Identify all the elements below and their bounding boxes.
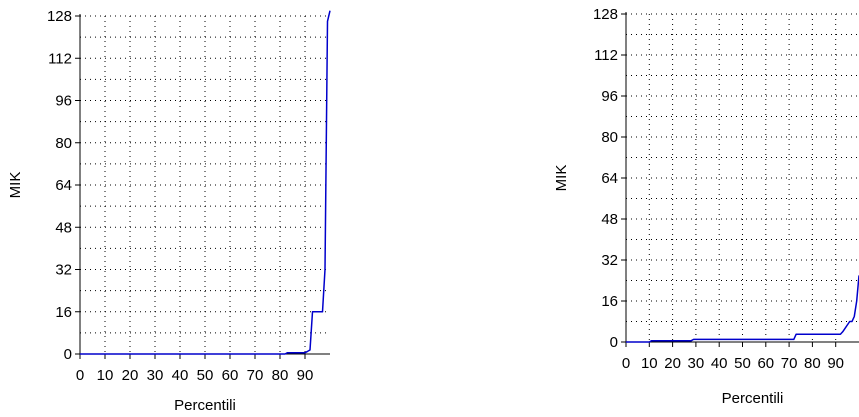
chart-1-x-tick-label: 40 [172,367,189,384]
chart-2-x-tick-label: 80 [804,355,821,372]
chart-1-x-tick-label: 90 [297,367,314,384]
chart-2-y-tick-label: 0 [610,334,618,351]
chart-2-y-tick-label: 128 [593,6,618,23]
chart-1-y-tick-label: 32 [55,262,72,279]
chart-2-y-tick-label: 64 [601,170,618,187]
chart-2: 0 16 32 48 64 80 96 112 128 0 10 20 30 40 50 60 70 80 90 Pe… [553,6,859,407]
chart-2-x-tick-label: 20 [664,355,681,372]
chart-1-y-tick-label: 80 [55,135,72,152]
chart-1-x-tick-label: 60 [222,367,239,384]
chart-2-x-tick-label: 70 [781,355,798,372]
chart-1-x-tick-label: 20 [122,367,139,384]
chart-1-x-tick-label: 80 [272,367,289,384]
chart-2-y-tick-label: 112 [594,47,618,64]
chart-1-series-line [80,10,331,355]
chart-2-x-axis-label: Percentili [722,390,784,407]
chart-2-series-line [626,275,859,343]
chart-1-y-tick-label: 0 [64,346,72,363]
chart-1-y-tick-label: 48 [55,219,72,236]
chart-1-y-tick-label: 96 [55,93,72,110]
chart-2-y-tick-label: 80 [601,129,618,146]
chart-2-x-tick-label: 10 [641,355,658,372]
chart-1-x-tick-label: 10 [97,367,114,384]
chart-2-x-tick-label: 0 [622,355,630,372]
chart-1-x-tick-label: 0 [76,367,84,384]
chart-2-x-tick-label: 60 [757,355,774,372]
chart-1: 0 16 32 48 64 80 96 112 128 0 10 20 30 40 50 60 70 80 90 Pe… [7,8,331,414]
chart-2-y-tick-label: 96 [601,88,618,105]
chart-2-x-tick-label: 40 [711,355,728,372]
chart-1-x-tick-label: 30 [147,367,164,384]
chart-1-y-tick-label: 16 [55,304,72,321]
chart-2-y-tick-label: 32 [601,252,618,269]
chart-2-y-tick-label: 16 [601,293,618,310]
chart-1-x-axis-label: Percentili [174,397,236,414]
chart-2-y-tick-label: 48 [601,211,618,228]
chart-1-y-tick-label: 64 [55,177,72,194]
chart-1-y-tick-label: 128 [47,8,72,25]
chart-2-x-tick-label: 90 [827,355,844,372]
chart-2-x-tick-label: 30 [688,355,705,372]
chart-1-x-tick-label: 50 [197,367,214,384]
chart-1-y-axis-label: MIK [7,172,24,199]
chart-1-y-tick-label: 112 [48,50,72,67]
chart-2-x-tick-label: 50 [734,355,751,372]
chart-1-x-tick-label: 70 [247,367,264,384]
chart-2-y-axis-label: MIK [553,165,570,192]
